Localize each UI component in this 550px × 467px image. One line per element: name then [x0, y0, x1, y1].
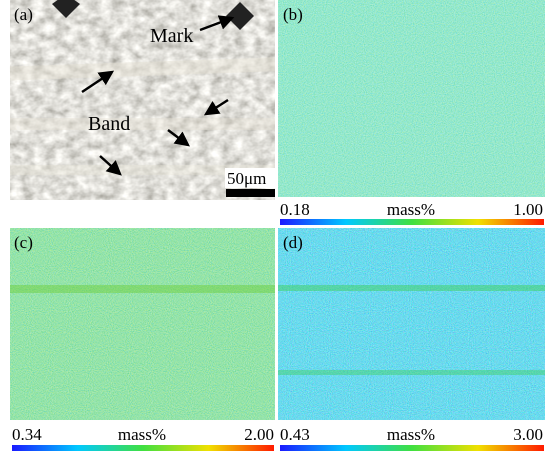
- element-map: [278, 228, 545, 420]
- band-stripe: [10, 118, 275, 130]
- scale-min: 0.34: [12, 425, 42, 444]
- scale-min: 0.18: [280, 200, 310, 219]
- arrow: [81, 70, 115, 94]
- indent-mark: [52, 0, 80, 18]
- scale-min: 0.43: [280, 425, 310, 444]
- scale-max: 3.00: [513, 425, 543, 444]
- element-map: [10, 228, 275, 420]
- color-bar: [280, 219, 544, 225]
- scale-unit: mass%: [118, 425, 166, 444]
- panel-label: (c): [14, 233, 33, 252]
- band-stripe: [278, 285, 545, 291]
- element-map: [278, 0, 545, 197]
- band-stripe: [278, 370, 545, 375]
- arrow: [99, 155, 122, 176]
- band-stripe: [9, 57, 276, 81]
- annotation: Mark: [150, 25, 193, 47]
- arrow: [167, 129, 190, 147]
- scale-bar-label: 50μm: [227, 169, 266, 188]
- annotation: Band: [88, 113, 130, 135]
- scale-unit: mass%: [387, 425, 435, 444]
- scale-max: 2.00: [244, 425, 274, 444]
- panel-b: (b) 0.18 mass% 1.00: [278, 0, 545, 225]
- color-bar: [12, 445, 274, 451]
- micrograph: [10, 0, 275, 200]
- scale-max: 1.00: [513, 200, 543, 219]
- panel-a: (a) Mark Band 50μm: [9, 0, 276, 200]
- band-stripe: [10, 165, 275, 175]
- arrow: [203, 98, 229, 116]
- panel-label: (a): [14, 5, 33, 24]
- panel-c: (c) 0.34 mass% 2.00: [10, 228, 275, 451]
- band-stripe: [10, 285, 275, 293]
- color-bar: [280, 445, 544, 451]
- scale-bar: [226, 189, 275, 197]
- arrow: [199, 15, 235, 32]
- panel-label: (b): [283, 5, 303, 24]
- panel-label: (d): [283, 233, 303, 252]
- scale-unit: mass%: [387, 200, 435, 219]
- scale-box: [225, 168, 275, 188]
- panel-d: (d) 0.43 mass% 3.00: [278, 228, 545, 451]
